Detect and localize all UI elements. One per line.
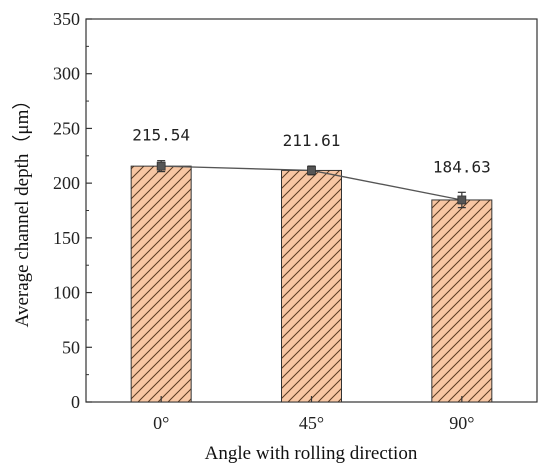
y-tick-label-1: 50 [62,337,80,357]
y-axis-title: Average channel depth（μm） [11,91,33,328]
bar-1 [281,169,342,403]
y-tick-label-7: 350 [53,9,80,29]
y-tick-label-5: 250 [53,118,80,138]
y-tick-label-2: 100 [53,283,80,303]
y-tick-label-0: 0 [71,392,80,412]
data-label-2: 184.63 [433,157,491,176]
data-point-0 [156,161,166,171]
data-point-2 [457,195,467,205]
bar-2 [431,199,493,403]
y-tick-label-6: 300 [53,64,80,84]
data-label-1: 211.61 [283,131,341,150]
bar-0 [130,165,192,403]
data-point-1 [307,166,316,175]
plot-area: 0 50 100 150 200 250 300 350 0° 45° 90° 215.54 211.6… [53,9,538,433]
x-tick-label-1: 45° [299,413,324,433]
y-tick-label-4: 200 [53,173,80,193]
x-tick-label-2: 90° [449,413,474,433]
x-tick-label-0: 0° [153,413,169,433]
y-tick-label-3: 150 [53,228,80,248]
data-label-0: 215.54 [132,126,190,145]
x-axis-title: Angle with rolling direction [205,443,418,464]
